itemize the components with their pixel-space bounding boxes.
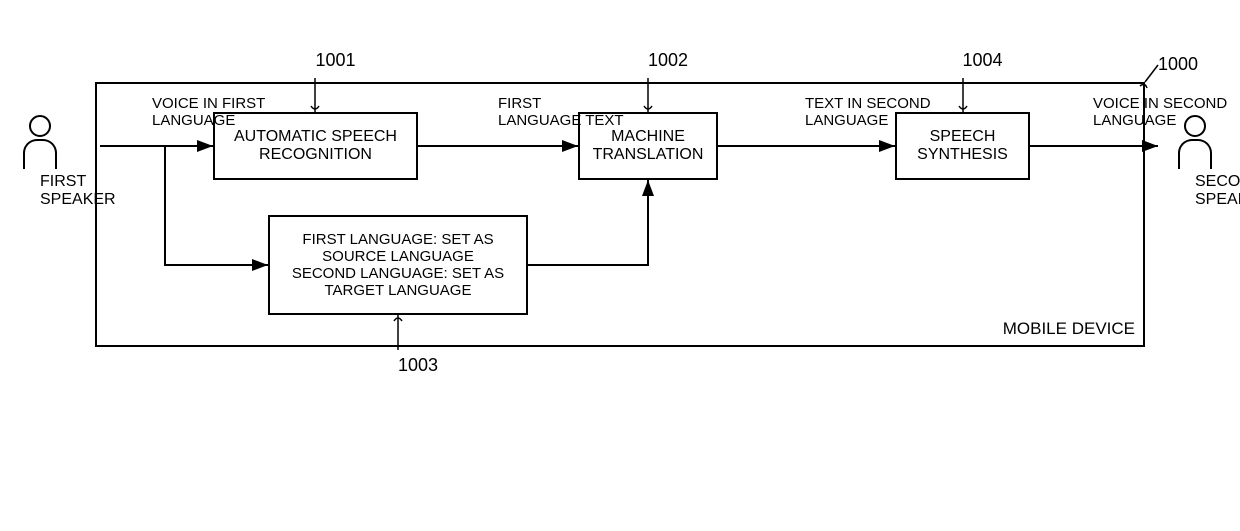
- node-ss: SPEECH SYNTHESIS: [895, 112, 1030, 180]
- leader-l1000: [1145, 65, 1158, 82]
- node-lang-text: FIRST LANGUAGE: SET AS SOURCE LANGUAGE S…: [292, 231, 504, 300]
- ref-1000: 1000: [1158, 54, 1198, 75]
- node-ss-text: SPEECH SYNTHESIS: [917, 128, 1008, 165]
- diagram-canvas: MOBILE DEVICE 1000 AUTOMATIC SPEECH RECO…: [0, 0, 1240, 531]
- mobile-device-label: MOBILE DEVICE: [1003, 319, 1135, 339]
- node-asr-text: AUTOMATIC SPEECH RECOGNITION: [234, 128, 397, 165]
- node-lang: FIRST LANGUAGE: SET AS SOURCE LANGUAGE S…: [268, 215, 528, 315]
- node-mt-text: MACHINE TRANSLATION: [593, 128, 704, 165]
- node-asr: AUTOMATIC SPEECH RECOGNITION: [213, 112, 418, 180]
